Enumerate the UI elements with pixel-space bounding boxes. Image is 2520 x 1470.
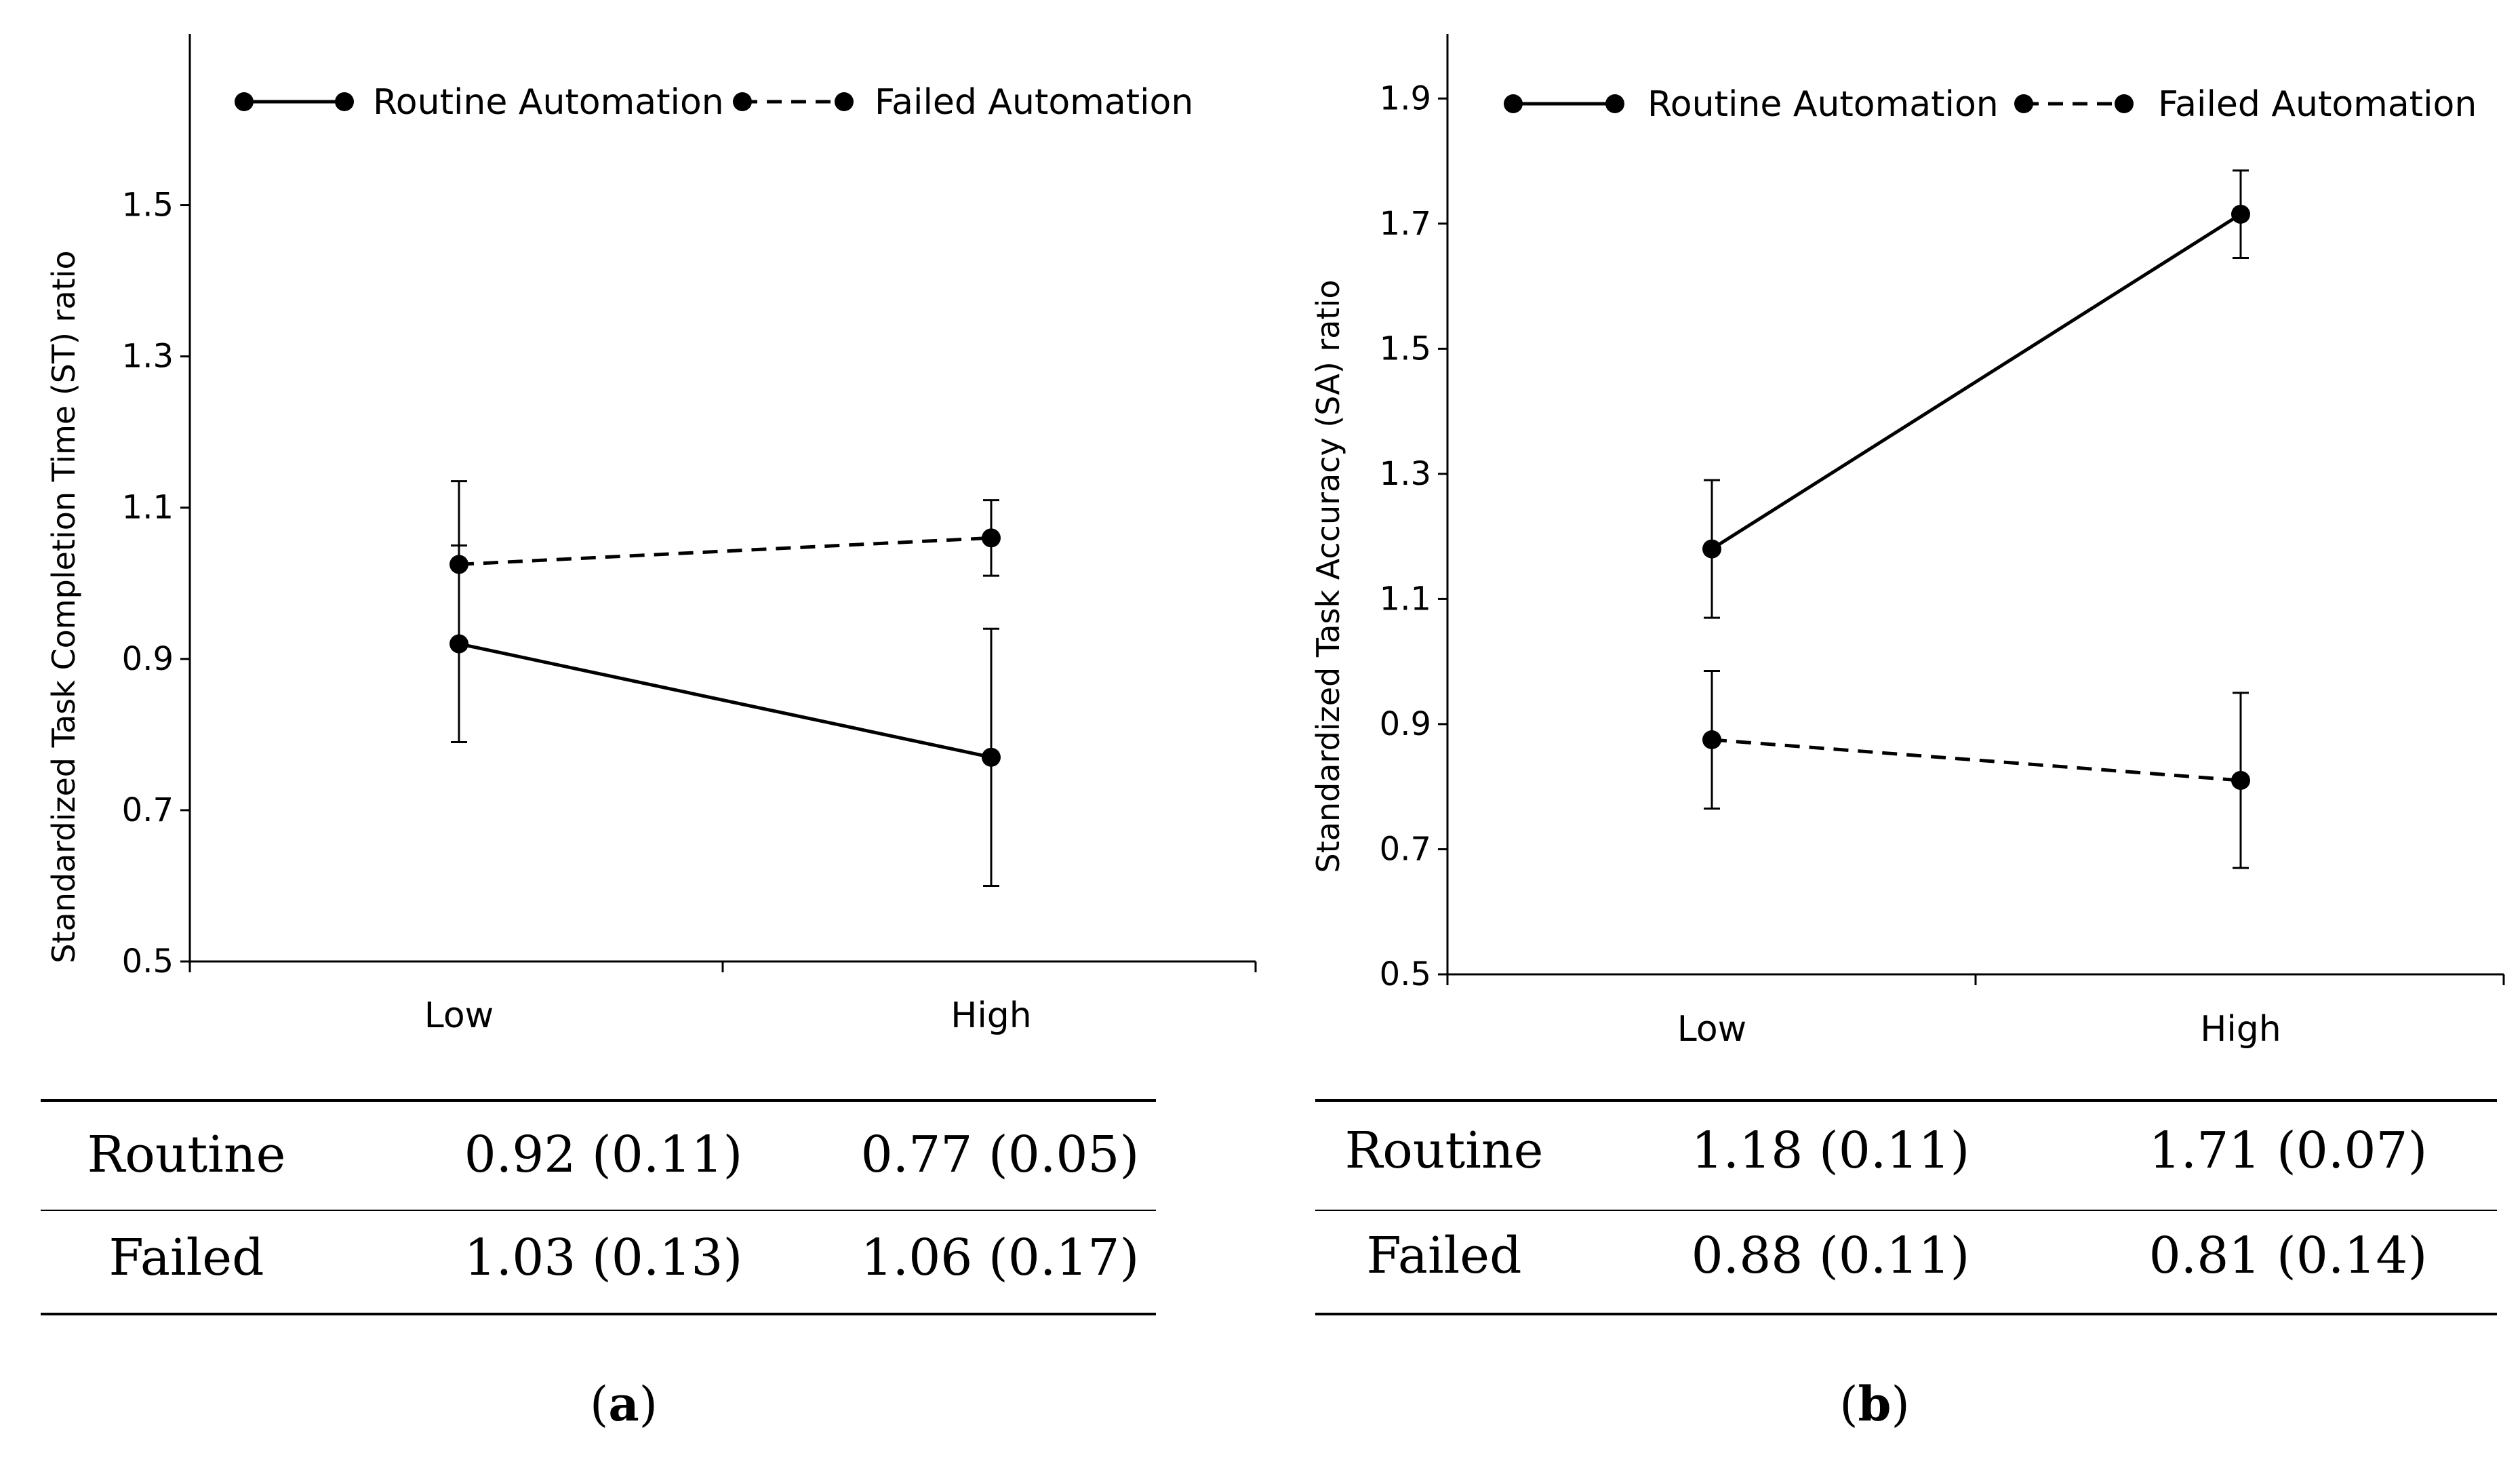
legend-marker-b	[1605, 94, 1624, 113]
table-row-label-a: Routine	[87, 1126, 286, 1184]
x-category-label-b: Low	[1677, 1009, 1746, 1050]
data-point-a-routine	[982, 747, 1001, 767]
legend-marker-b	[1504, 94, 1523, 113]
y-tick-label-b: 0.9	[1380, 705, 1431, 743]
panel-caption-b: (b)	[1839, 1376, 1910, 1432]
legend-label-a: Failed Automation	[875, 82, 1193, 123]
data-point-b-failed	[1702, 730, 1721, 749]
legend-marker-a	[835, 92, 854, 111]
series-line-b-routine	[1711, 212, 2242, 551]
series-line-a-failed	[458, 536, 992, 566]
y-tick-label-b: 1.3	[1380, 455, 1431, 493]
table-row-label-b: Failed	[1367, 1227, 1522, 1285]
y-tick-label-a: 1.5	[122, 186, 174, 224]
legend-marker-a	[733, 92, 752, 111]
x-category-label-a: Low	[424, 995, 494, 1036]
x-category-label-a: High	[951, 995, 1032, 1036]
table-cell-a: 1.03 (0.13)	[464, 1229, 743, 1287]
y-tick-label-b: 0.5	[1380, 955, 1431, 993]
data-point-b-routine	[1702, 539, 1721, 559]
table-cell-b: 1.71 (0.07)	[2149, 1121, 2428, 1180]
y-tick-label-a: 0.5	[122, 942, 174, 980]
table-cell-a: 1.06 (0.17)	[861, 1229, 1140, 1287]
legend-marker-a	[235, 92, 254, 111]
table-cell-a: 0.92 (0.11)	[464, 1126, 743, 1184]
legend-label-b: Routine Automation	[1647, 84, 1999, 125]
legend-marker-b	[2014, 94, 2033, 113]
x-category-label-b: High	[2200, 1009, 2281, 1050]
table-cell-b: 0.81 (0.14)	[2149, 1227, 2428, 1285]
table-cell-b: 1.18 (0.11)	[1692, 1121, 1970, 1180]
y-tick-label-b: 1.7	[1380, 205, 1431, 243]
y-axis-title-b: Standardized Task Accuracy (SA) ratio	[1310, 280, 1346, 873]
panel-b: 0.5 0.7 0.9 1.1 1.3 1.5 1.7 1.9 Low High Standardi…	[1310, 34, 2505, 1432]
legend-marker-a	[335, 92, 354, 111]
table-cell-a: 0.77 (0.05)	[861, 1126, 1140, 1184]
panel-a: 0.5 0.7 0.9 1.1 1.3 1.5 Low High Standardized Ta…	[41, 34, 1257, 1432]
y-tick-label-b: 1.1	[1380, 580, 1431, 618]
table-row-label-b: Routine	[1345, 1121, 1544, 1180]
data-point-a-failed	[982, 528, 1001, 548]
data-point-b-routine	[2231, 204, 2250, 224]
legend-marker-b	[2115, 94, 2134, 113]
data-point-a-failed	[449, 555, 468, 574]
y-axis-title-a: Standardized Task Completion Time (ST) r…	[45, 250, 82, 963]
series-line-b-failed	[1711, 738, 2241, 782]
table-row-label-a: Failed	[109, 1229, 264, 1287]
y-tick-label-b: 1.5	[1380, 330, 1431, 368]
y-tick-label-b: 1.9	[1380, 79, 1431, 117]
legend-label-b: Failed Automation	[2158, 84, 2477, 125]
y-tick-label-a: 0.7	[122, 791, 174, 829]
table-cell-b: 0.88 (0.11)	[1692, 1227, 1970, 1285]
data-point-b-failed	[2231, 770, 2250, 790]
y-tick-label-a: 1.1	[122, 489, 174, 527]
y-tick-label-a: 1.3	[122, 338, 174, 376]
y-tick-label-a: 0.9	[122, 640, 174, 678]
series-line-a-routine	[458, 642, 992, 759]
legend-label-a: Routine Automation	[373, 82, 724, 123]
y-tick-label-b: 0.7	[1380, 830, 1431, 868]
panel-caption-a: (a)	[590, 1376, 658, 1432]
